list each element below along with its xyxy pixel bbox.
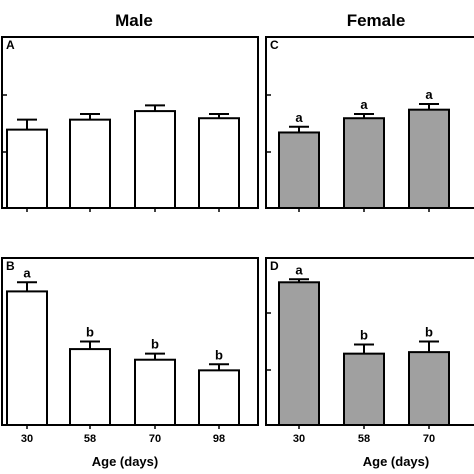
- panel-a-bar-30: [6, 128, 48, 209]
- panel-c-bar-58: [343, 117, 385, 209]
- panel-c-sig-70: a: [425, 87, 433, 102]
- panel-b-sig-70: b: [151, 337, 159, 352]
- x-axis-label-male: Age (days): [92, 454, 158, 469]
- panel-a-frame: [1, 36, 259, 209]
- panel-d-sig-58: b: [360, 328, 368, 343]
- panel-b-bar-70: [134, 358, 176, 426]
- panel-d-bar-58: [343, 352, 385, 426]
- panel-b-sig-30: a: [23, 265, 31, 280]
- panel-a-letter: A: [6, 38, 15, 52]
- panel-b-bar-98: [198, 369, 240, 427]
- panels: A B a 30 b 58 b 70 b 98 Ca a a D a 30 b 58 b 70: [1, 36, 474, 445]
- panel-b-bar-58: [69, 348, 111, 426]
- panel-b-frame: [1, 257, 259, 426]
- panel-d-bar-70: [408, 351, 450, 426]
- panel-b-sig-58: b: [86, 325, 94, 340]
- panel-c-letter: C: [270, 38, 279, 52]
- panel-d-sig-30: a: [295, 262, 303, 277]
- panel-c-sig-30: a: [295, 110, 303, 125]
- male-header: Male: [115, 11, 153, 30]
- panel-c-bar-70: [408, 108, 450, 209]
- panel-a-bar-98: [198, 117, 240, 209]
- panel-c-sig-58: a: [360, 97, 368, 112]
- x-axis-label-female: Age (days): [363, 454, 429, 469]
- panel-b-x-label-30: 30: [21, 433, 33, 445]
- panel-c-bar-30: [278, 131, 320, 210]
- panel-a-bar-58: [69, 118, 111, 209]
- panel-d-bar-30: [278, 281, 320, 427]
- panel-b-x-label-58: 58: [84, 433, 96, 445]
- panel-b-bar-30: [6, 290, 48, 426]
- panel-a-bar-70: [134, 110, 176, 209]
- panel-b-x-label-98: 98: [213, 433, 225, 445]
- panel-d-letter: D: [270, 259, 279, 273]
- panel-b-letter: B: [6, 259, 15, 273]
- panel-b-x-label-70: 70: [149, 433, 161, 445]
- panel-d-sig-70: b: [425, 325, 433, 340]
- panel-b-sig-98: b: [215, 347, 223, 362]
- panel-d-x-label-70: 70: [423, 433, 435, 445]
- panel-d-x-label-58: 58: [358, 433, 370, 445]
- panel-d-x-label-30: 30: [293, 433, 305, 445]
- female-header: Female: [347, 11, 406, 30]
